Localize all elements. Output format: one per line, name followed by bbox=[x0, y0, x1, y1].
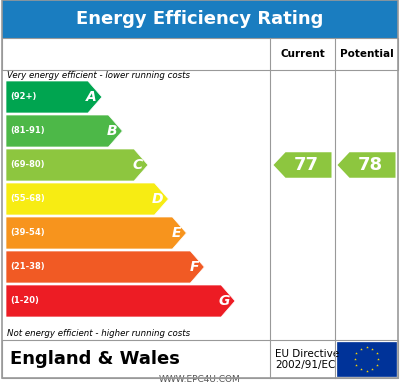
Polygon shape bbox=[274, 152, 332, 178]
Bar bbox=[2, 340, 398, 378]
Text: A: A bbox=[86, 90, 97, 104]
Text: (39-54): (39-54) bbox=[10, 229, 45, 237]
Text: (92+): (92+) bbox=[10, 92, 36, 102]
Text: E: E bbox=[172, 226, 182, 240]
Polygon shape bbox=[6, 251, 204, 283]
Text: EU Directive: EU Directive bbox=[275, 349, 339, 359]
Polygon shape bbox=[6, 183, 168, 215]
Polygon shape bbox=[6, 149, 148, 181]
Bar bbox=[2, 0, 398, 38]
Text: (55-68): (55-68) bbox=[10, 194, 45, 203]
Bar bbox=[2, 38, 398, 70]
Text: Very energy efficient - lower running costs: Very energy efficient - lower running co… bbox=[7, 71, 190, 80]
Text: Not energy efficient - higher running costs: Not energy efficient - higher running co… bbox=[7, 329, 190, 338]
Text: (69-80): (69-80) bbox=[10, 161, 44, 170]
Text: England & Wales: England & Wales bbox=[10, 350, 180, 368]
Text: F: F bbox=[190, 260, 199, 274]
Text: G: G bbox=[219, 294, 230, 308]
Polygon shape bbox=[338, 152, 396, 178]
Text: (21-38): (21-38) bbox=[10, 263, 45, 272]
Text: (1-20): (1-20) bbox=[10, 296, 39, 305]
Polygon shape bbox=[6, 217, 186, 249]
Text: WWW.EPC4U.COM: WWW.EPC4U.COM bbox=[159, 375, 241, 384]
Text: 2002/91/EC: 2002/91/EC bbox=[275, 360, 335, 370]
Text: Energy Efficiency Rating: Energy Efficiency Rating bbox=[76, 10, 324, 28]
Text: D: D bbox=[152, 192, 164, 206]
Text: 78: 78 bbox=[358, 156, 383, 174]
Text: Current: Current bbox=[280, 49, 325, 59]
Polygon shape bbox=[6, 285, 235, 317]
Bar bbox=[337, 342, 396, 376]
Text: C: C bbox=[133, 158, 143, 172]
Text: 77: 77 bbox=[294, 156, 319, 174]
Polygon shape bbox=[6, 81, 102, 113]
Polygon shape bbox=[6, 115, 122, 147]
Text: Potential: Potential bbox=[340, 49, 393, 59]
Text: B: B bbox=[107, 124, 118, 138]
Text: (81-91): (81-91) bbox=[10, 126, 45, 135]
